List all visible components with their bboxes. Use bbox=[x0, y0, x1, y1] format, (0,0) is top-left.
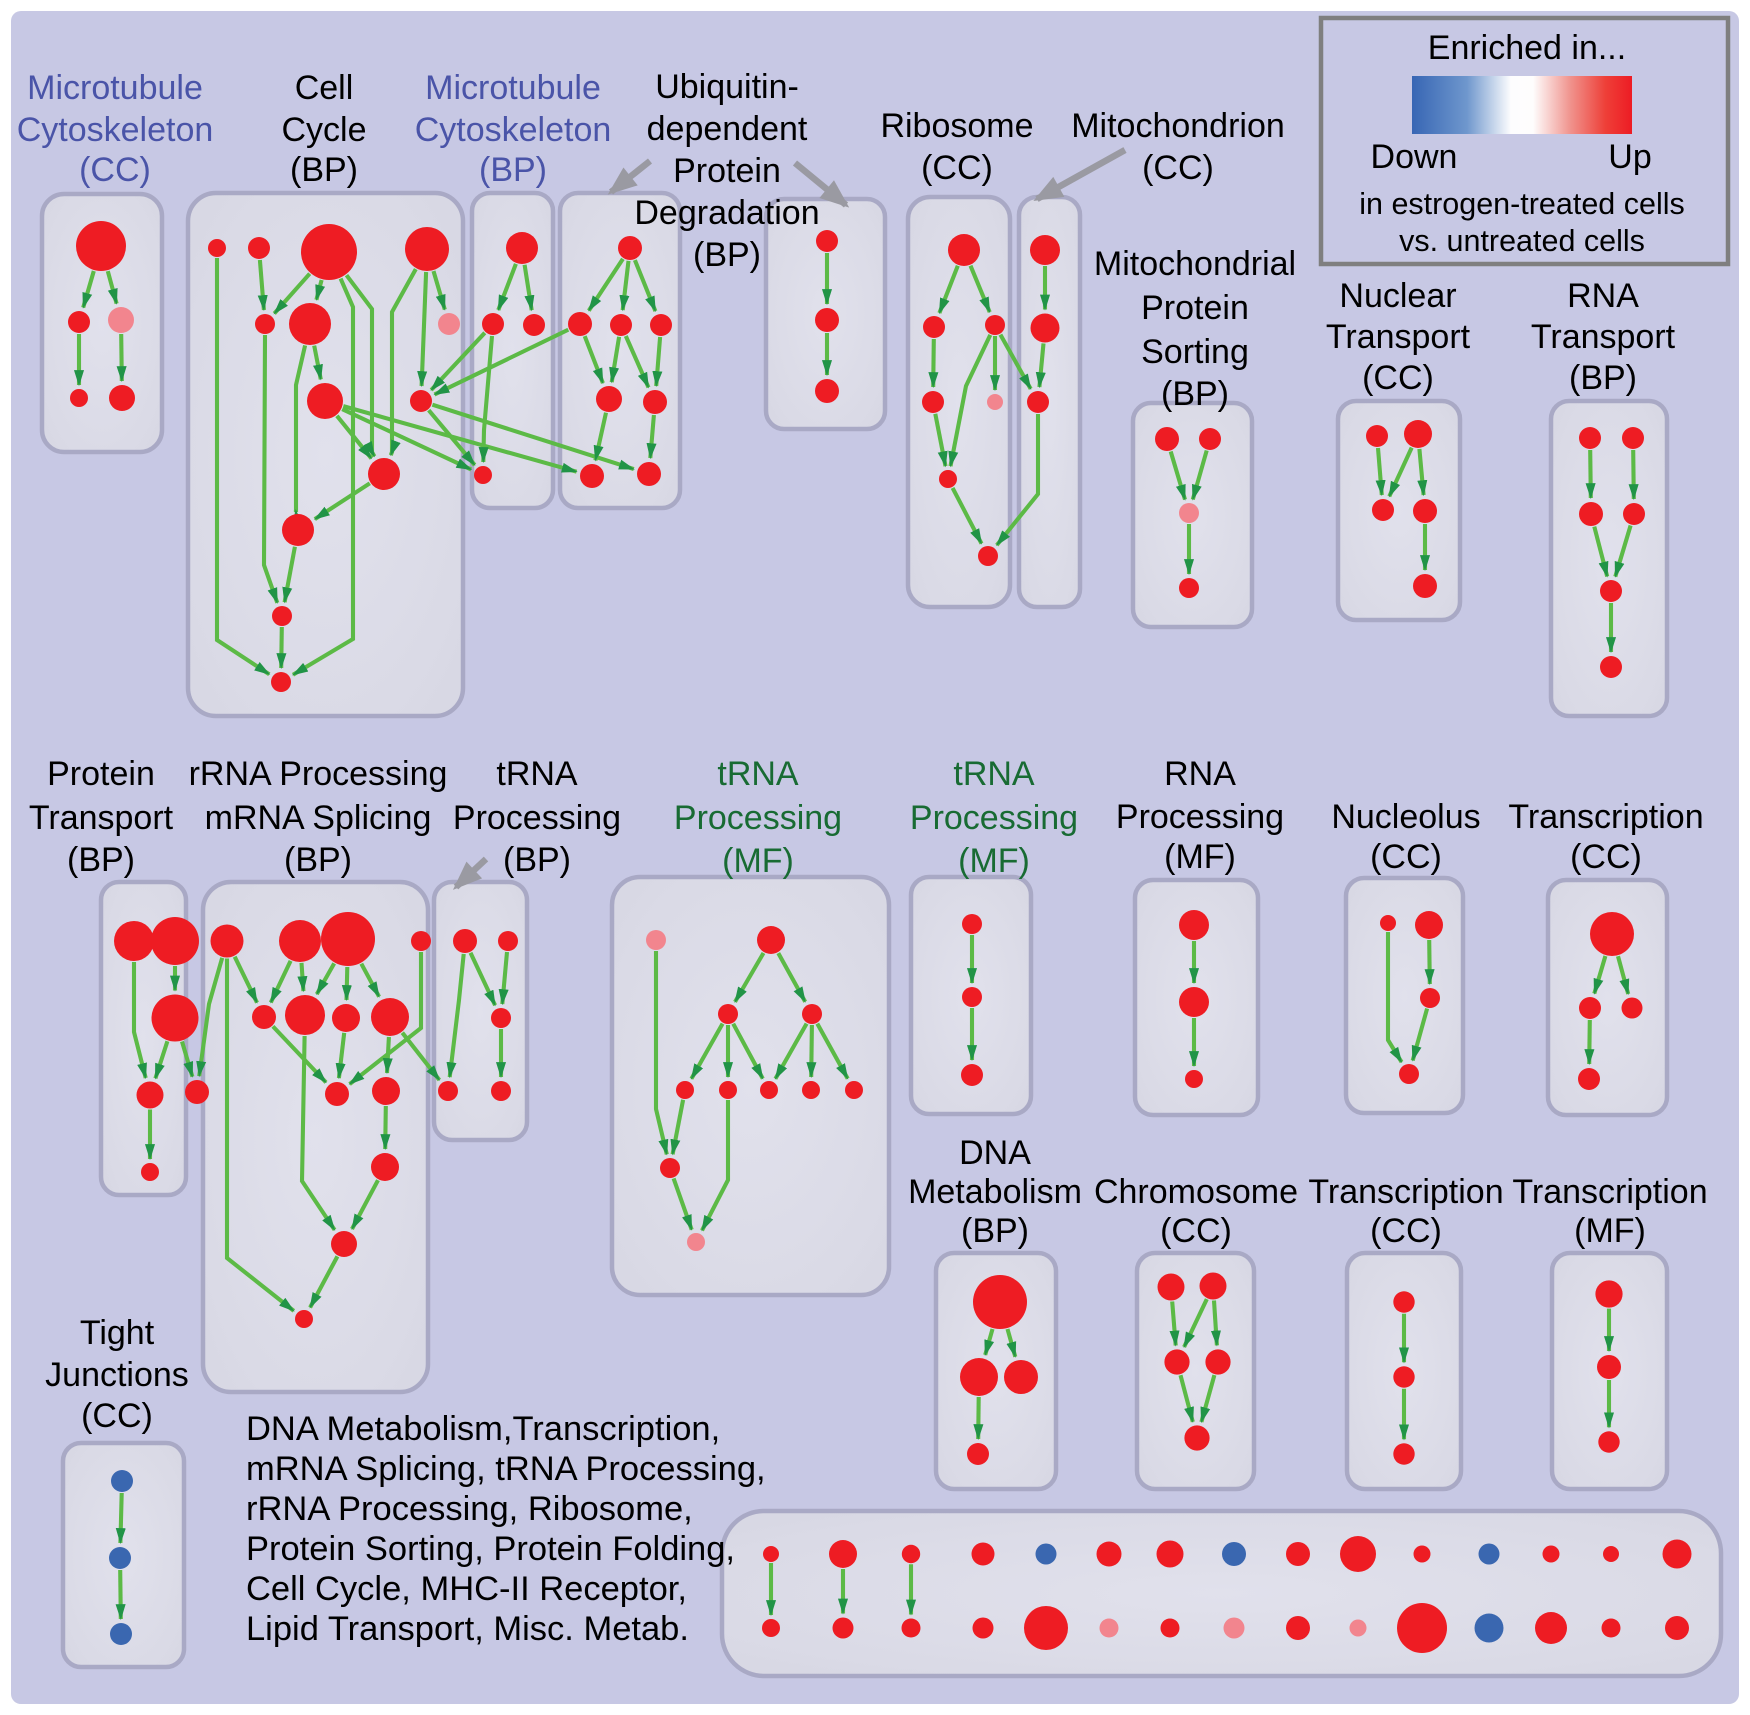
svg-text:Tight: Tight bbox=[80, 1314, 155, 1352]
svg-text:Protein Sorting, Protein Foldi: Protein Sorting, Protein Folding, bbox=[246, 1530, 735, 1568]
svg-text:tRNA: tRNA bbox=[717, 755, 799, 793]
svg-text:(CC): (CC) bbox=[1362, 359, 1434, 397]
svg-text:Protein: Protein bbox=[47, 755, 155, 793]
svg-text:(BP): (BP) bbox=[67, 841, 135, 879]
svg-text:Cycle: Cycle bbox=[281, 111, 366, 149]
svg-text:(MF): (MF) bbox=[1574, 1212, 1646, 1250]
svg-text:Transcription: Transcription bbox=[1308, 1173, 1503, 1211]
svg-text:Ribosome: Ribosome bbox=[880, 107, 1033, 145]
svg-text:Transport: Transport bbox=[1531, 318, 1676, 356]
svg-text:in estrogen-treated cells: in estrogen-treated cells bbox=[1359, 187, 1685, 221]
svg-text:Mitochondrion: Mitochondrion bbox=[1071, 107, 1285, 145]
svg-text:Metabolism: Metabolism bbox=[908, 1173, 1082, 1211]
svg-text:Nucleolus: Nucleolus bbox=[1331, 798, 1480, 836]
svg-text:Cell Cycle, MHC-II Receptor,: Cell Cycle, MHC-II Receptor, bbox=[246, 1570, 687, 1608]
svg-text:(MF): (MF) bbox=[722, 842, 794, 880]
svg-text:Ubiquitin-: Ubiquitin- bbox=[655, 68, 799, 106]
svg-text:Mitochondrial: Mitochondrial bbox=[1094, 245, 1296, 283]
svg-text:Junctions: Junctions bbox=[45, 1356, 189, 1394]
svg-text:Degradation: Degradation bbox=[634, 194, 819, 232]
svg-text:Processing: Processing bbox=[453, 799, 621, 837]
svg-text:mRNA Splicing: mRNA Splicing bbox=[205, 799, 432, 837]
svg-text:(BP): (BP) bbox=[1569, 359, 1637, 397]
svg-text:Transcription: Transcription bbox=[1508, 798, 1703, 836]
svg-text:mRNA Splicing, tRNA Processing: mRNA Splicing, tRNA Processing, bbox=[246, 1450, 766, 1488]
svg-text:Processing: Processing bbox=[1116, 798, 1284, 836]
svg-text:Nuclear: Nuclear bbox=[1339, 277, 1456, 315]
svg-text:Protein: Protein bbox=[1141, 289, 1249, 327]
svg-text:(CC): (CC) bbox=[1160, 1212, 1232, 1250]
svg-text:vs. untreated cells: vs. untreated cells bbox=[1399, 224, 1645, 258]
svg-text:Chromosome: Chromosome bbox=[1094, 1173, 1298, 1211]
svg-text:(CC): (CC) bbox=[79, 151, 151, 189]
svg-text:RNA: RNA bbox=[1164, 755, 1236, 793]
svg-text:tRNA: tRNA bbox=[496, 755, 578, 793]
svg-text:(MF): (MF) bbox=[958, 842, 1030, 880]
svg-text:(BP): (BP) bbox=[1161, 375, 1229, 413]
svg-text:(BP): (BP) bbox=[961, 1212, 1029, 1250]
svg-text:DNA Metabolism,Transcription,: DNA Metabolism,Transcription, bbox=[246, 1410, 720, 1448]
svg-text:Transport: Transport bbox=[29, 799, 174, 837]
svg-text:(BP): (BP) bbox=[479, 151, 547, 189]
svg-text:(BP): (BP) bbox=[503, 841, 571, 879]
svg-text:Lipid Transport, Misc. Metab.: Lipid Transport, Misc. Metab. bbox=[246, 1610, 689, 1648]
svg-text:rRNA Processing: rRNA Processing bbox=[189, 755, 448, 793]
svg-text:(BP): (BP) bbox=[290, 151, 358, 189]
svg-text:(CC): (CC) bbox=[1370, 838, 1442, 876]
svg-text:Cell: Cell bbox=[295, 69, 354, 107]
svg-text:(BP): (BP) bbox=[693, 236, 761, 274]
svg-text:Transcription: Transcription bbox=[1512, 1173, 1707, 1211]
svg-text:rRNA Processing, Ribosome,: rRNA Processing, Ribosome, bbox=[246, 1490, 693, 1528]
svg-text:Sorting: Sorting bbox=[1141, 333, 1249, 371]
svg-text:(CC): (CC) bbox=[921, 149, 993, 187]
svg-text:Transport: Transport bbox=[1326, 318, 1471, 356]
svg-text:Processing: Processing bbox=[674, 799, 842, 837]
svg-text:Processing: Processing bbox=[910, 799, 1078, 837]
svg-text:(MF): (MF) bbox=[1164, 838, 1236, 876]
svg-text:(CC): (CC) bbox=[81, 1397, 153, 1435]
svg-text:(CC): (CC) bbox=[1370, 1212, 1442, 1250]
svg-text:Enriched in...: Enriched in... bbox=[1428, 29, 1626, 67]
svg-text:Protein: Protein bbox=[673, 152, 781, 190]
svg-text:dependent: dependent bbox=[647, 110, 808, 148]
svg-text:(BP): (BP) bbox=[284, 841, 352, 879]
svg-text:Microtubule: Microtubule bbox=[27, 69, 203, 107]
svg-text:(CC): (CC) bbox=[1570, 838, 1642, 876]
svg-text:(CC): (CC) bbox=[1142, 149, 1214, 187]
svg-text:tRNA: tRNA bbox=[953, 755, 1035, 793]
svg-text:Microtubule: Microtubule bbox=[425, 69, 601, 107]
svg-text:Up: Up bbox=[1608, 138, 1651, 176]
svg-text:Cytoskeleton: Cytoskeleton bbox=[17, 111, 214, 149]
svg-text:RNA: RNA bbox=[1567, 277, 1639, 315]
svg-text:DNA: DNA bbox=[959, 1134, 1031, 1172]
svg-text:Cytoskeleton: Cytoskeleton bbox=[415, 111, 612, 149]
svg-text:Down: Down bbox=[1371, 138, 1458, 176]
